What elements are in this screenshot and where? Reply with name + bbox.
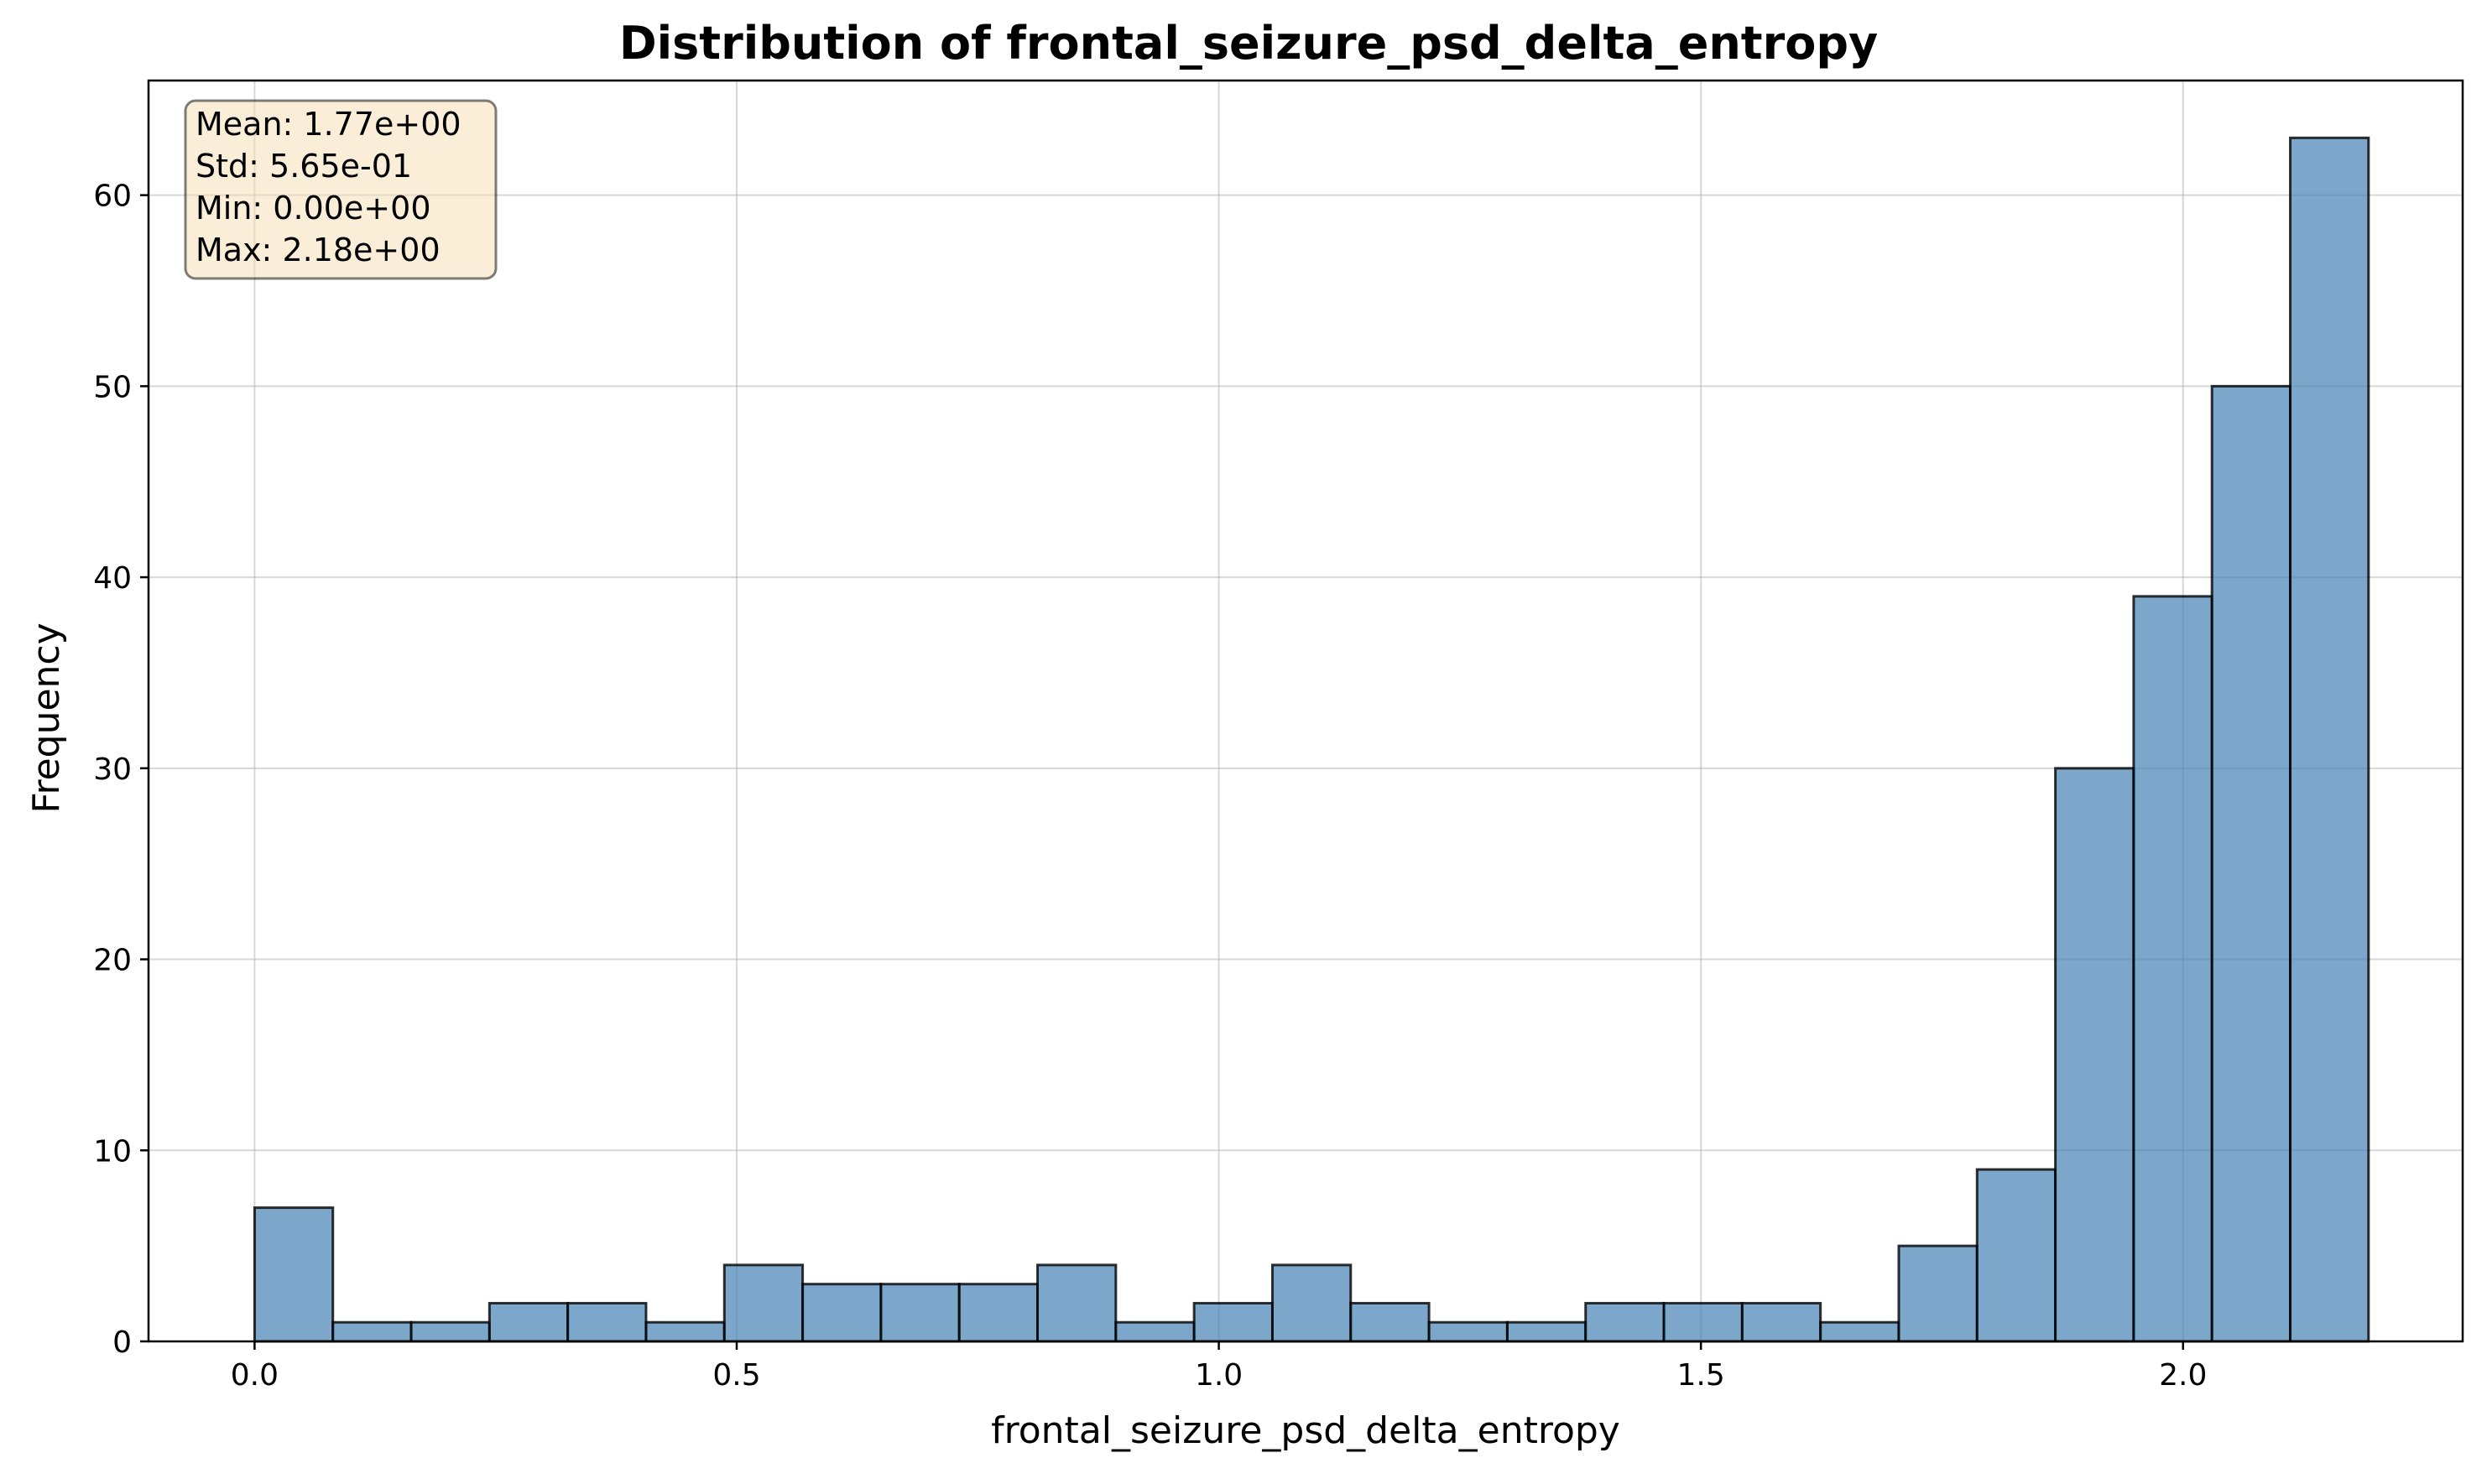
x-tick-label: 1.0 (1195, 1358, 1243, 1393)
y-tick-label: 10 (93, 1134, 132, 1169)
histogram-bar (644, 1320, 726, 1343)
histogram-bar (1192, 1301, 1274, 1343)
stats-std-text: Std: 5.65e-01 (196, 148, 412, 185)
histogram-bar (801, 1283, 883, 1343)
histogram-bar (2289, 136, 2370, 1343)
histogram-bar (1662, 1301, 1744, 1343)
y-axis-label: Frequency (25, 622, 68, 813)
x-tick-label: 0.5 (712, 1358, 760, 1393)
histogram-bar (331, 1320, 413, 1343)
x-tick-label: 2.0 (2159, 1358, 2207, 1393)
histogram-bar (1819, 1320, 1900, 1343)
bars-layer (253, 136, 2370, 1343)
histogram-bar (566, 1301, 648, 1343)
histogram-bar (1114, 1320, 1196, 1343)
histogram-bar (2054, 767, 2135, 1343)
histogram-bar (2210, 384, 2292, 1343)
x-tick-label: 1.5 (1677, 1358, 1725, 1393)
y-tick-label: 60 (93, 180, 132, 214)
histogram-bar (253, 1206, 335, 1343)
histogram-bar (2132, 595, 2213, 1343)
histogram-bar (1584, 1301, 1666, 1343)
stats-min-text: Min: 0.00e+00 (196, 190, 431, 227)
stats-box-background (184, 99, 498, 280)
stats-mean-text: Mean: 1.77e+00 (196, 106, 461, 143)
chart-title: Distribution of frontal_seizure_psd_delt… (619, 17, 1878, 70)
histogram-bar (722, 1263, 805, 1343)
histogram-bar (409, 1320, 491, 1343)
y-tick-label: 20 (93, 944, 132, 978)
histogram-bar (1036, 1263, 1118, 1343)
histogram-bar (1270, 1263, 1353, 1343)
histogram-bar (1740, 1301, 1822, 1343)
ticks-layer: 0.0 0.5 1.0 1.5 2.0 0 10 20 30 40 50 60 (93, 180, 2207, 1393)
y-tick-label: 0 (112, 1325, 132, 1360)
histogram-bar (1427, 1320, 1509, 1343)
stats-max-text: Max: 2.18e+00 (196, 232, 441, 268)
x-axis-label: frontal_seizure_psd_delta_entropy (991, 1409, 1620, 1452)
x-tick-label: 0.0 (231, 1358, 279, 1393)
y-tick-label: 40 (93, 561, 132, 596)
stats-box: Mean: 1.77e+00 Std: 5.65e-01 Min: 0.00e+… (184, 99, 498, 280)
histogram-bar (487, 1301, 570, 1343)
histogram-bar (957, 1283, 1040, 1343)
y-tick-label: 50 (93, 370, 132, 404)
plot-frame (147, 79, 2464, 1343)
histogram-bar (1349, 1301, 1431, 1343)
histogram-bar (1897, 1244, 1979, 1343)
histogram-bar (1505, 1320, 1588, 1343)
histogram-bar (879, 1283, 961, 1343)
histogram-bar (1975, 1168, 2057, 1343)
y-tick-label: 30 (93, 752, 132, 787)
